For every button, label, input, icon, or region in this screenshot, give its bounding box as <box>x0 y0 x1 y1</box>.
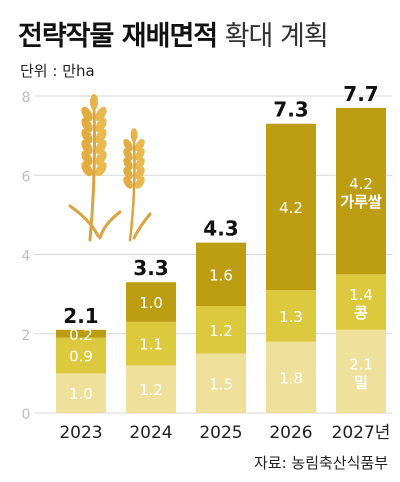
value-label-bean-2023: 0.9 <box>69 348 93 366</box>
wheat-icon <box>68 94 152 242</box>
unit-label: 단위 : 만ha <box>20 62 95 80</box>
total-label-2023: 2.1 <box>63 304 98 328</box>
wheat-kernel <box>135 138 145 152</box>
wheat-kernel <box>95 161 107 177</box>
value-label-rice-flour-2024: 1.0 <box>139 294 163 312</box>
value-label-bean-2026: 1.3 <box>279 308 303 326</box>
x-tick-label-2025: 2025 <box>199 423 242 443</box>
wheat-kernel <box>81 161 93 177</box>
bar-bean-2024 <box>126 321 176 366</box>
value-label-rice-flour-2025: 1.6 <box>209 266 233 284</box>
value-label-rice-flour-2026: 4.2 <box>279 199 303 217</box>
x-tick-label-2026: 2026 <box>269 423 312 443</box>
wheat-kernel <box>81 106 93 122</box>
wheat-kernel <box>95 128 107 144</box>
chart-title: 전략작물 재배면적 확대 계획 <box>18 14 329 53</box>
wheat-kernel <box>135 176 145 189</box>
x-tick-label-2024: 2024 <box>129 423 172 443</box>
bar-wheat-2023 <box>56 373 106 413</box>
value-label-bean-2027년: 1.4 <box>349 286 373 304</box>
total-label-2027년: 7.7 <box>343 82 378 106</box>
wheat-kernel <box>123 148 133 161</box>
wheat-kernel <box>95 139 107 155</box>
y-tick-label: 0 <box>22 407 31 423</box>
wheat-leaf <box>132 212 152 240</box>
wheat-kernel <box>81 139 93 155</box>
series-label-rice-flour: 가루쌀 <box>340 193 382 211</box>
value-label-wheat-2023: 1.0 <box>69 385 93 403</box>
x-tick-label-2027년: 2027년 <box>332 423 391 443</box>
bar-bean-2023 <box>56 337 106 374</box>
bar-rice-flour-2026 <box>266 123 316 291</box>
wheat-kernel <box>123 138 133 152</box>
value-label-wheat-2027년: 2.1 <box>349 355 373 373</box>
x-tick-label-2023: 2023 <box>59 423 102 443</box>
wheat-kernel <box>130 128 138 142</box>
wheat-kernel <box>95 117 107 133</box>
value-label-rice-flour-2023: 0.2 <box>69 326 93 344</box>
total-label-2026: 7.3 <box>273 98 308 122</box>
wheat-kernel <box>123 157 133 170</box>
bar-rice-flour-2027년 <box>336 107 386 275</box>
wheat-stem <box>128 138 136 242</box>
bar-wheat-2027년 <box>336 329 386 413</box>
value-label-rice-flour-2027년: 4.2 <box>349 175 373 193</box>
bar-rice-flour-2023 <box>56 329 106 338</box>
wheat-kernel <box>81 150 93 166</box>
wheat-kernel <box>95 106 107 122</box>
source-note: 자료: 농림축산식품부 <box>253 454 388 472</box>
wheat-kernel <box>135 166 145 180</box>
value-label-bean-2024: 1.1 <box>139 336 163 354</box>
bar-bean-2025 <box>196 306 246 354</box>
wheat-kernel <box>123 166 133 180</box>
value-label-bean-2025: 1.2 <box>209 322 233 340</box>
wheat-kernel <box>81 117 93 133</box>
wheat-kernel <box>95 150 107 166</box>
bar-wheat-2025 <box>196 353 246 413</box>
y-tick-label: 8 <box>22 90 31 106</box>
value-label-wheat-2026: 1.8 <box>279 369 303 387</box>
bar-wheat-2026 <box>266 341 316 413</box>
total-label-2025: 4.3 <box>203 217 238 241</box>
value-label-wheat-2024: 1.2 <box>139 381 163 399</box>
title-light: 확대 계획 <box>224 21 329 52</box>
wheat-kernel <box>81 128 93 144</box>
bar-bean-2027년 <box>336 274 386 330</box>
bar-rice-flour-2024 <box>126 282 176 322</box>
series-label-bean: 콩 <box>354 304 368 322</box>
wheat-kernel <box>135 157 145 170</box>
wheat-kernel <box>135 148 145 161</box>
wheat-kernel <box>90 94 98 110</box>
bar-bean-2026 <box>266 290 316 342</box>
wheat-leaf <box>98 210 122 240</box>
y-tick-label: 2 <box>22 328 31 344</box>
y-tick-label: 4 <box>22 249 31 265</box>
y-tick-label: 6 <box>22 169 31 185</box>
value-label-wheat-2025: 1.5 <box>209 375 233 393</box>
wheat-kernel <box>123 176 133 189</box>
wheat-leaf <box>68 204 100 238</box>
series-label-wheat: 밀 <box>354 373 368 391</box>
title-bold: 전략작물 재배면적 <box>18 21 218 52</box>
bar-wheat-2024 <box>126 365 176 413</box>
total-label-2024: 3.3 <box>133 256 168 280</box>
bar-rice-flour-2025 <box>196 242 246 307</box>
